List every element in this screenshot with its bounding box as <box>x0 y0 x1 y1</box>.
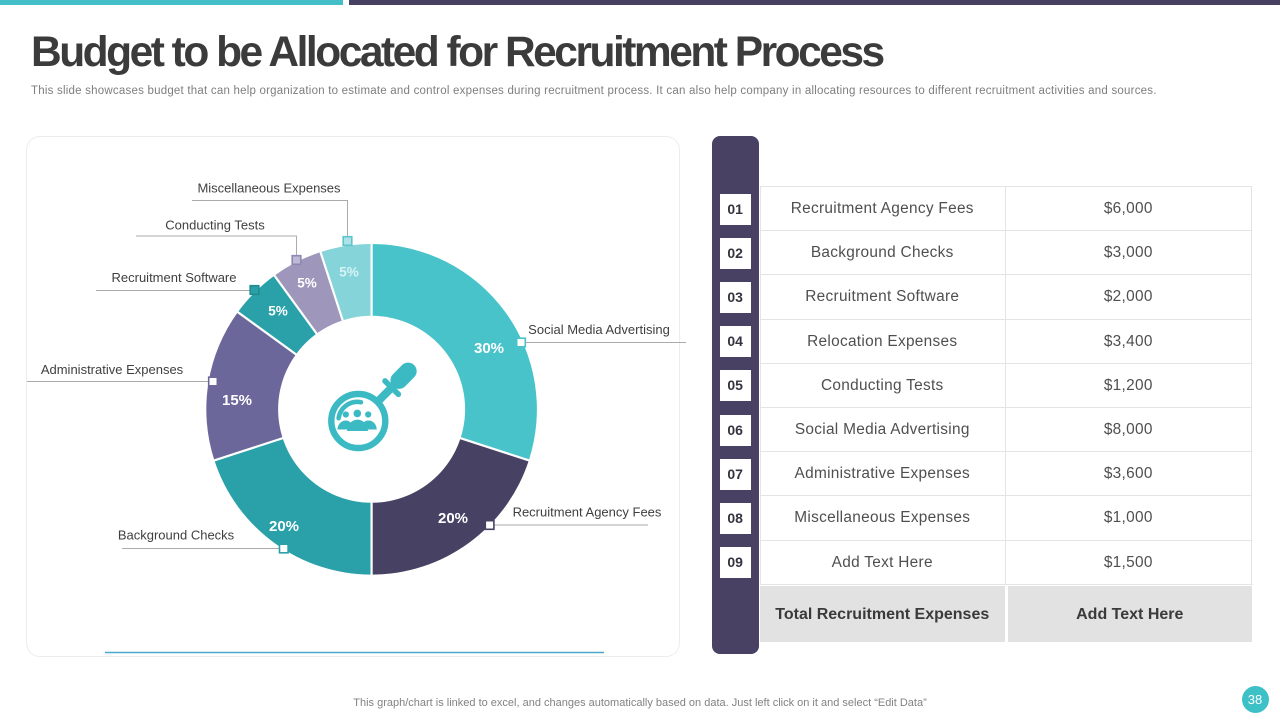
svg-text:20%: 20% <box>269 518 299 535</box>
svg-text:30%: 30% <box>474 340 504 357</box>
svg-text:Administrative Expenses: Administrative Expenses <box>41 362 184 377</box>
svg-text:5%: 5% <box>268 304 288 319</box>
svg-text:Miscellaneous Expenses: Miscellaneous Expenses <box>197 181 341 196</box>
svg-text:Recruitment Software: Recruitment Software <box>112 270 237 285</box>
svg-text:5%: 5% <box>297 276 317 291</box>
svg-text:Conducting Tests: Conducting Tests <box>165 218 265 233</box>
svg-text:20%: 20% <box>438 510 468 527</box>
svg-text:15%: 15% <box>222 392 252 409</box>
svg-text:Background Checks: Background Checks <box>118 528 235 543</box>
svg-text:Recruitment Agency Fees: Recruitment Agency Fees <box>513 505 662 520</box>
svg-text:5%: 5% <box>339 265 359 280</box>
svg-text:Social Media Advertising: Social Media Advertising <box>528 322 670 337</box>
